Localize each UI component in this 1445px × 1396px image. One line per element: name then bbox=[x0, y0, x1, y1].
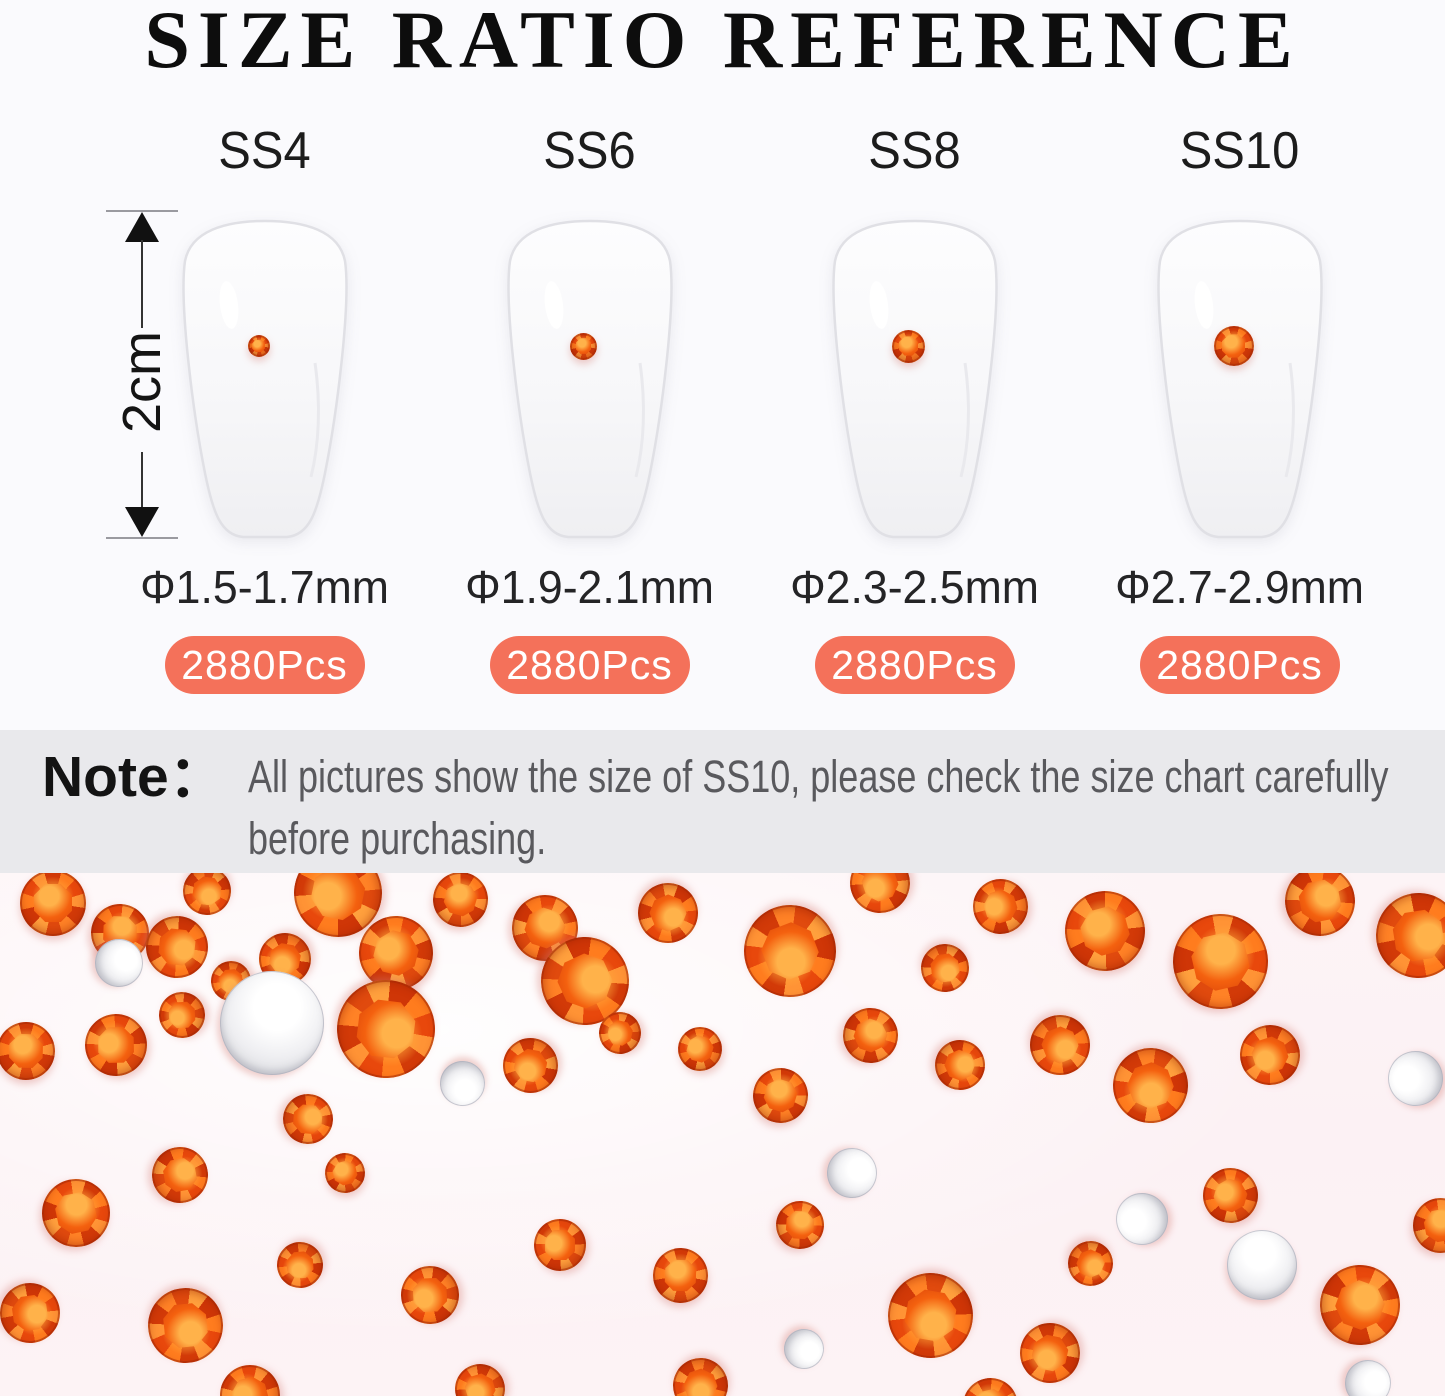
measure-bottom-tick bbox=[106, 537, 178, 539]
nail-tip-illustration bbox=[165, 213, 365, 543]
rhinestone-gem bbox=[425, 873, 495, 934]
rhinestone-gem bbox=[833, 998, 907, 1072]
rhinestone-gem bbox=[663, 1348, 737, 1396]
rhinestone-gem bbox=[1232, 1017, 1308, 1093]
rhinestone-gem bbox=[523, 1208, 597, 1282]
rhinestone-gem bbox=[1192, 1157, 1268, 1233]
rhinestone-gem bbox=[0, 1270, 73, 1356]
nail-tip-illustration bbox=[815, 213, 1015, 543]
size-columns: SS4 Φ1.5-1.7mm 2880Pcs bbox=[102, 100, 1402, 730]
rhinestone-gem bbox=[729, 890, 851, 1012]
note-text: All pictures show the size of SS10, plea… bbox=[248, 746, 1445, 870]
measure-line bbox=[141, 452, 143, 509]
rhinestone-gem bbox=[745, 1060, 815, 1130]
rhinestone-gem bbox=[1154, 895, 1286, 1027]
rhinestone-gem bbox=[1008, 1311, 1092, 1395]
rhinestone-gem bbox=[1278, 873, 1362, 943]
rhinestone-on-nail bbox=[1213, 326, 1254, 366]
rhinestone-on-nail bbox=[892, 329, 925, 363]
rhinestone-gem bbox=[157, 990, 207, 1040]
note-bar: Note： All pictures show the size of SS10… bbox=[0, 730, 1445, 873]
size-comparison-area: 2cm SS4 bbox=[0, 100, 1445, 730]
nail-tip-illustration bbox=[490, 213, 690, 543]
rhinestone-gem bbox=[147, 1142, 213, 1208]
note-text-line1: All pictures show the size of SS10, plea… bbox=[247, 751, 1389, 802]
diameter-label: Φ1.5-1.7mm bbox=[140, 561, 389, 613]
rhinestone-gem bbox=[448, 1357, 512, 1396]
rhinestone-gem bbox=[0, 1021, 56, 1081]
diameter-label: Φ2.7-2.9mm bbox=[1115, 561, 1364, 613]
measure-down-arrow-icon bbox=[125, 507, 159, 537]
nail-tip-shape bbox=[831, 219, 998, 539]
rhinestone-flat-back bbox=[1377, 1040, 1445, 1116]
rhinestone-gem bbox=[209, 1354, 291, 1396]
rhinestone-on-nail bbox=[570, 332, 597, 360]
rhinestone-gem bbox=[1060, 1233, 1120, 1293]
rhinestone-gem bbox=[1020, 1005, 1100, 1085]
rhinestone-gem bbox=[179, 873, 235, 919]
rhinestone-gem bbox=[669, 1018, 731, 1080]
rhinestone-gem bbox=[918, 941, 972, 995]
rhinestone-gem bbox=[280, 1091, 336, 1147]
rhinestone-gem bbox=[20, 873, 86, 936]
rhinestone-gem bbox=[1056, 882, 1154, 980]
rhinestone-gem bbox=[400, 1265, 460, 1325]
rhinestones-photo bbox=[0, 873, 1445, 1396]
rhinestone-gem bbox=[962, 873, 1038, 944]
measure-line bbox=[141, 240, 143, 328]
rhinestone-flat-back bbox=[1217, 1220, 1307, 1310]
diameter-label: Φ2.3-2.5mm bbox=[790, 561, 1039, 613]
rhinestone-gem bbox=[927, 1032, 993, 1098]
size-name: SS6 bbox=[543, 122, 636, 180]
column-ss6: SS6 Φ1.9-2.1mm 2880Pcs bbox=[427, 100, 752, 730]
measure-top-tick bbox=[106, 210, 178, 212]
measure-up-arrow-icon bbox=[125, 212, 159, 242]
nail-tip-shape bbox=[1156, 219, 1323, 539]
rhinestone-gem bbox=[841, 873, 919, 922]
rhinestone-gem bbox=[317, 960, 455, 1098]
rhinestone-gem bbox=[143, 1283, 227, 1367]
size-name: SS8 bbox=[868, 122, 961, 180]
column-ss8: SS8 Φ2.3-2.5mm 2880Pcs bbox=[752, 100, 1077, 730]
rhinestone-gem bbox=[133, 903, 221, 991]
nail-tip-shape bbox=[506, 219, 673, 539]
rhinestone-gem bbox=[880, 1265, 980, 1365]
rhinestone-gem bbox=[766, 1191, 834, 1259]
rhinestone-gem bbox=[628, 873, 708, 953]
rhinestone-gem bbox=[72, 1001, 160, 1089]
piece-count-badge: 2880Pcs bbox=[814, 636, 1015, 694]
diameter-label: Φ1.9-2.1mm bbox=[465, 561, 714, 613]
column-ss4: SS4 Φ1.5-1.7mm 2880Pcs bbox=[102, 100, 427, 730]
2cm-measure: 2cm bbox=[0, 100, 220, 730]
rhinestone-gem bbox=[1306, 1251, 1414, 1359]
rhinestone-flat-back bbox=[775, 1320, 833, 1378]
size-name: SS10 bbox=[1179, 122, 1300, 180]
piece-count-badge: 2880Pcs bbox=[489, 636, 690, 694]
rhinestone-flat-back bbox=[1338, 1353, 1398, 1396]
rhinestone-gem bbox=[651, 1246, 709, 1304]
rhinestone-gem bbox=[320, 1148, 370, 1198]
note-label: Note： bbox=[42, 745, 226, 809]
size-name: SS4 bbox=[218, 122, 311, 180]
rhinestone-gem bbox=[1100, 1035, 1200, 1135]
rhinestone-gem bbox=[957, 1372, 1023, 1396]
note-text-line2: before purchasing. bbox=[247, 813, 546, 864]
page-title: SIZE RATIO REFERENCE bbox=[144, 0, 1301, 85]
piece-count-badge: 2880Pcs bbox=[1139, 636, 1340, 694]
rhinestone-gem bbox=[28, 1165, 124, 1261]
rhinestone-flat-back bbox=[824, 1145, 880, 1201]
nail-tip-illustration bbox=[1140, 213, 1340, 543]
piece-count-badge: 2880Pcs bbox=[164, 636, 365, 694]
rhinestone-gem bbox=[267, 1232, 333, 1298]
column-ss10: SS10 Φ2.7-2.9mm 2880Pcs bbox=[1077, 100, 1402, 730]
rhinestone-gem bbox=[1401, 1186, 1445, 1264]
rhinestone-flat-back bbox=[436, 1057, 488, 1109]
rhinestone-gem bbox=[1358, 875, 1445, 995]
rhinestone-on-nail bbox=[247, 335, 270, 357]
rhinestone-flat-back bbox=[1110, 1187, 1174, 1251]
rhinestone-gem bbox=[491, 1026, 569, 1104]
nail-tip-shape bbox=[181, 219, 348, 539]
